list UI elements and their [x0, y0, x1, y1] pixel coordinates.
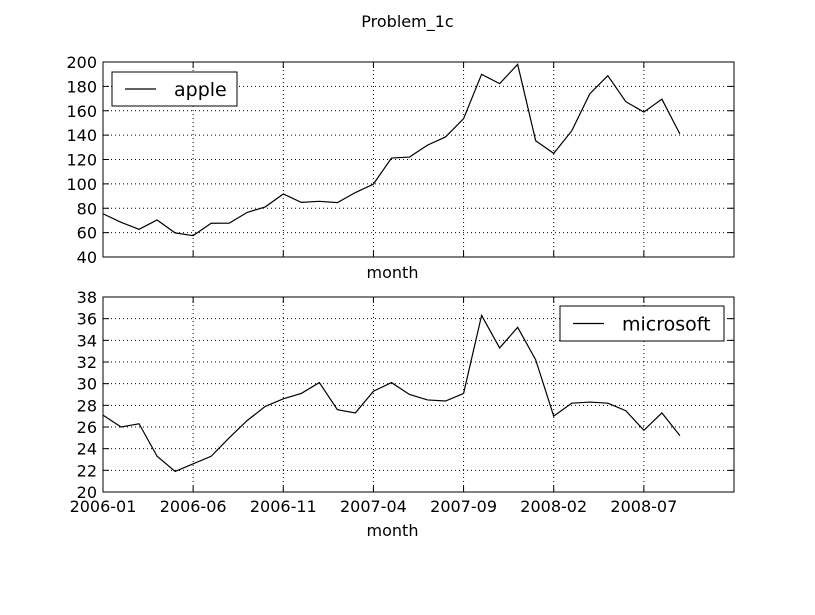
y-tick-label: 22: [77, 461, 97, 480]
y-tick-label: 30: [77, 375, 97, 394]
microsoft-series-line: [102, 313, 681, 473]
y-tick-label: 160: [66, 102, 97, 121]
x-tick-label: 2006-11: [250, 497, 317, 516]
x-tick-label: 2007-09: [430, 497, 497, 516]
y-tick-label: 140: [66, 126, 97, 145]
apple-subplot: 40 60 80 100 120 140 160 180 200 month apple: [66, 53, 735, 282]
y-tick-label: 24: [77, 440, 97, 459]
legend: microsoft: [559, 305, 725, 342]
y-tick-label: 34: [77, 331, 97, 350]
x-tick-label: 2008-07: [610, 497, 677, 516]
x-tick-label: 2008-02: [520, 497, 587, 516]
y-tick-label: 32: [77, 353, 97, 372]
legend: apple: [111, 71, 238, 107]
y-tick-label: 60: [77, 224, 97, 243]
axes-frame: [102, 296, 735, 493]
y-tick-label: 20: [77, 483, 97, 502]
y-tick-label: 26: [77, 418, 97, 437]
y-tick-label: 120: [66, 151, 97, 170]
y-tick-label: 28: [77, 396, 97, 415]
y-tick-label: 80: [77, 199, 97, 218]
y-tick-label: 36: [77, 310, 97, 329]
y-tick-label: 40: [77, 248, 97, 267]
figure-title: Problem_1c: [361, 12, 453, 32]
y-tick-label: 200: [66, 53, 97, 72]
legend-label: apple: [174, 79, 227, 101]
x-axis-label: month: [367, 263, 419, 282]
x-tick-label: 2006-01: [70, 497, 137, 516]
y-tick-label: 100: [66, 175, 97, 194]
legend-label: microsoft: [622, 314, 711, 336]
y-tick-label: 180: [66, 77, 97, 96]
microsoft-subplot: 2006-01 2006-06 2006-11 2007-04 2007-09 2008-…: [70, 288, 735, 540]
x-tick-label: 2007-04: [340, 497, 407, 516]
y-tick-label: 38: [77, 288, 97, 307]
x-axis-label: month: [367, 521, 419, 540]
apple-series-line: [102, 63, 681, 237]
x-tick-label: 2006-06: [160, 497, 227, 516]
